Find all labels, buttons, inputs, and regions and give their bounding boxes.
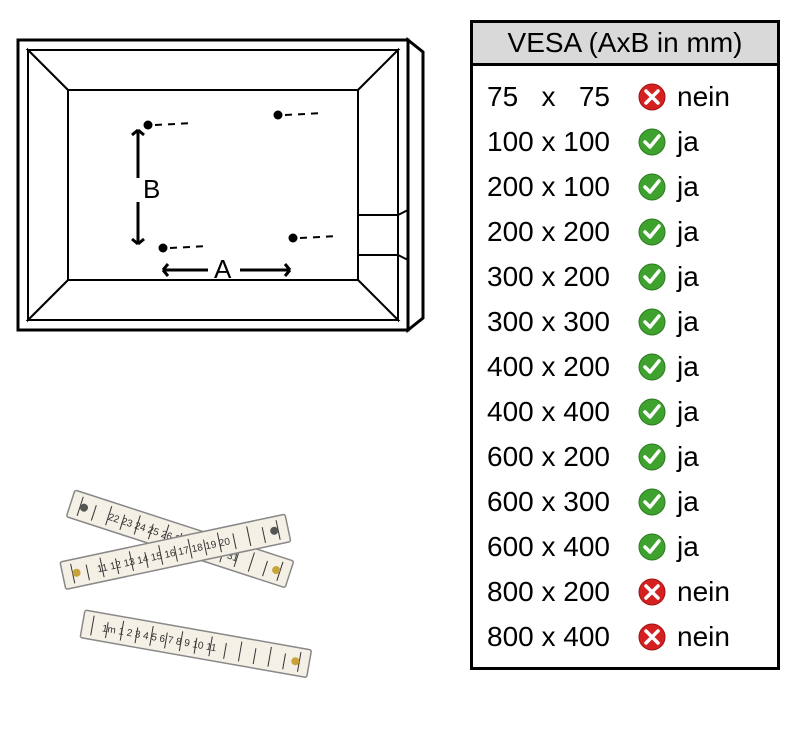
vesa-row: 600 x 300 ja [487, 479, 767, 524]
tv-back-diagram: B A [8, 30, 438, 370]
vesa-row: 600 x 200 ja [487, 434, 767, 479]
vesa-label: ja [677, 261, 699, 293]
vesa-table-body: 75 x 75nein100 x 100ja200 x 100ja200 x 2… [470, 66, 780, 670]
vesa-label: ja [677, 351, 699, 383]
vesa-row: 400 x 200 ja [487, 344, 767, 389]
vesa-row: 100 x 100 ja [487, 119, 767, 164]
check-icon [637, 307, 667, 337]
vesa-row: 400 x 400 ja [487, 389, 767, 434]
check-icon [637, 262, 667, 292]
vesa-dimension: 300 x 200 [487, 261, 637, 293]
vesa-dimension: 800 x 200 [487, 576, 637, 608]
check-icon [637, 172, 667, 202]
check-icon [637, 532, 667, 562]
vesa-table: VESA (AxB in mm) 75 x 75nein100 x 100ja2… [470, 20, 780, 670]
vesa-row: 75 x 75 nein [487, 74, 767, 119]
vesa-row: 300 x 300 ja [487, 299, 767, 344]
label-b: B [143, 174, 160, 204]
vesa-row: 800 x 200 nein [487, 569, 767, 614]
vesa-label: ja [677, 306, 699, 338]
vesa-table-header: VESA (AxB in mm) [470, 20, 780, 66]
vesa-label: ja [677, 126, 699, 158]
vesa-dimension: 600 x 200 [487, 441, 637, 473]
vesa-row: 300 x 200 ja [487, 254, 767, 299]
vesa-dimension: 600 x 300 [487, 486, 637, 518]
vesa-dimension: 200 x 200 [487, 216, 637, 248]
check-icon [637, 127, 667, 157]
vesa-dimension: 100 x 100 [487, 126, 637, 158]
vesa-label: nein [677, 621, 730, 653]
cross-icon [637, 82, 667, 112]
cross-icon [637, 577, 667, 607]
vesa-label: ja [677, 171, 699, 203]
label-a: A [214, 254, 232, 284]
vesa-dimension: 400 x 400 [487, 396, 637, 428]
vesa-row: 200 x 200 ja [487, 209, 767, 254]
vesa-dimension: 200 x 100 [487, 171, 637, 203]
vesa-dimension: 75 x 75 [487, 81, 637, 113]
vesa-label: nein [677, 576, 730, 608]
vesa-label: ja [677, 396, 699, 428]
header-text: VESA (AxB in mm) [508, 27, 743, 58]
vesa-dimension: 400 x 200 [487, 351, 637, 383]
check-icon [637, 442, 667, 472]
tv-diagram-container: B A [8, 30, 438, 375]
check-icon [637, 352, 667, 382]
folding-ruler: 22 23 24 25 26 27 28 29 30 31 11 12 13 1… [30, 470, 370, 690]
check-icon [637, 487, 667, 517]
check-icon [637, 217, 667, 247]
cross-icon [637, 622, 667, 652]
vesa-label: nein [677, 81, 730, 113]
vesa-dimension: 300 x 300 [487, 306, 637, 338]
vesa-label: ja [677, 486, 699, 518]
vesa-label: ja [677, 216, 699, 248]
vesa-dimension: 600 x 400 [487, 531, 637, 563]
check-icon [637, 397, 667, 427]
vesa-label: ja [677, 441, 699, 473]
vesa-row: 800 x 400 nein [487, 614, 767, 659]
vesa-row: 600 x 400 ja [487, 524, 767, 569]
vesa-label: ja [677, 531, 699, 563]
vesa-dimension: 800 x 400 [487, 621, 637, 653]
vesa-row: 200 x 100 ja [487, 164, 767, 209]
